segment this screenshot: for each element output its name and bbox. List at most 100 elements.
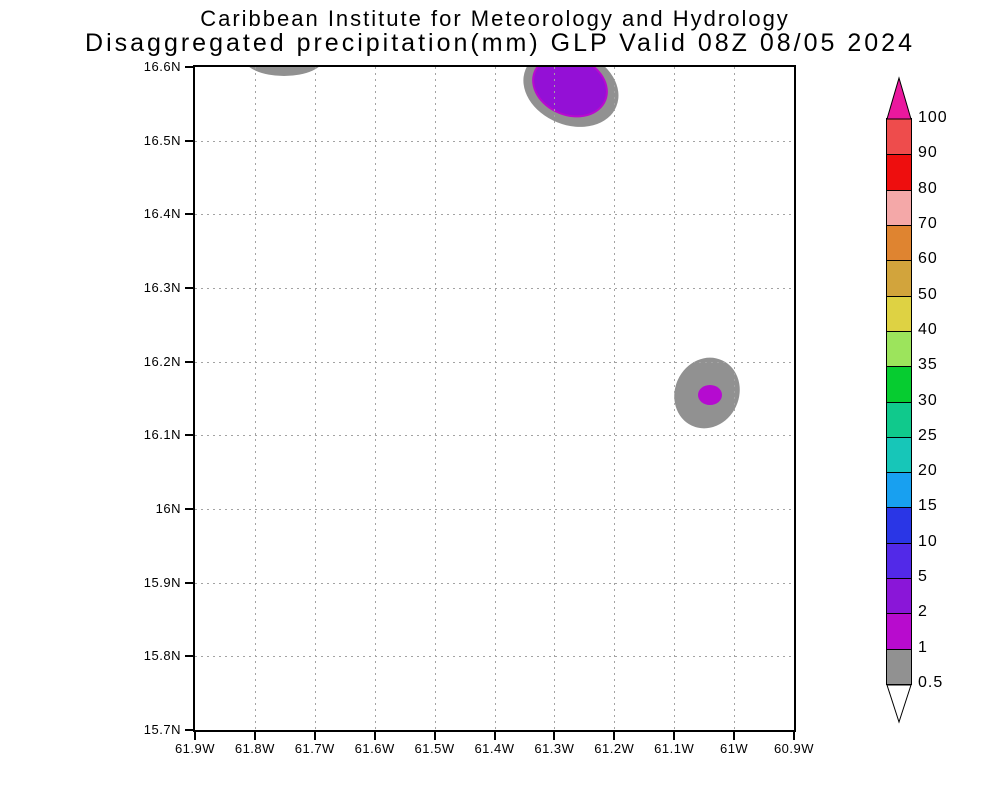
gridline-lat [195,582,794,584]
y-axis-label: 16.6N [143,59,181,74]
colorbar-label: 30 [918,391,938,409]
x-axis-tick [433,732,436,740]
colorbar-segment [886,435,912,474]
east-cell-core-contour [698,384,723,405]
gridline-lat [195,361,794,363]
y-axis-label: 15.8N [143,648,181,664]
y-axis-tick [185,729,193,731]
y-axis-tick [185,213,193,216]
x-axis-label: 61.8W [234,741,275,756]
gridline-lat [195,656,794,658]
plot-area [193,65,796,732]
colorbar-label: 25 [918,426,938,444]
y-axis-label: 16N [155,501,181,516]
colorbar-under-arrow [886,684,912,724]
colorbar-label: 40 [918,320,938,338]
gridline-lon [734,67,736,730]
colorbar-label: 100 [918,109,948,126]
gridline-lon [674,67,676,730]
gridline-lon [374,67,376,730]
gridline-lat [195,435,794,437]
y-axis-label: 15.7N [143,722,181,737]
y-axis-tick [185,581,193,584]
colorbar-label: 1 [918,638,928,656]
gridline-lat [195,214,794,216]
colorbar-label: 20 [918,462,938,480]
gridline-lon [554,67,556,730]
x-axis-label: 61.1W [654,741,695,756]
colorbar-label: 70 [918,214,938,232]
x-axis-label: 61.7W [294,741,335,756]
y-axis-tick [185,139,193,142]
colorbar-segment [886,259,912,297]
colorbar-segment [886,329,912,368]
x-axis-tick [553,732,556,740]
colorbar-segment [886,541,912,580]
y-axis-tick [185,287,193,289]
y-axis-tick [185,655,193,658]
y-axis-label: 16.5N [143,132,181,148]
y-axis-tick [185,66,193,68]
colorbar-segment [886,506,912,544]
gridline-lat [195,509,794,510]
x-axis-tick [673,732,676,740]
y-axis-label: 16.4N [143,206,181,222]
north-west-sliver-contour [244,67,325,77]
gridline-lon [254,67,256,730]
x-axis-label: 61.5W [414,741,455,756]
x-axis-label: 61.3W [534,741,575,756]
x-axis-label: 61.9W [174,741,216,756]
colorbar-segment [886,365,912,403]
colorbar-segment [886,223,912,262]
x-axis-label: 61.2W [594,741,635,756]
colorbar-segment [886,471,912,509]
x-axis-label: 61.4W [474,741,515,756]
x-axis-tick [194,732,196,740]
colorbar-label: 80 [918,179,938,197]
y-axis-label: 16.1N [143,427,181,443]
y-axis-label: 15.9N [143,574,181,590]
colorbar-segment [886,612,912,650]
colorbar-segment [886,577,912,615]
gridline-lat [195,140,794,142]
colorbar-label: 10 [918,532,938,550]
y-axis-label: 16.2N [143,353,181,369]
colorbar-segment [886,188,912,226]
x-axis-tick [793,732,795,740]
y-axis-label: 16.3N [143,280,181,295]
x-axis-tick [613,732,616,740]
colorbar-label: 35 [918,356,938,374]
colorbar-segment [886,647,912,686]
x-axis-tick [253,732,256,740]
colorbar-label: 15 [918,497,938,515]
gridline-lon [314,67,316,730]
x-axis-label: 60.9W [773,741,815,756]
colorbar-label: 0.5 [918,674,944,691]
x-axis-tick [733,732,736,740]
y-axis-tick [185,360,193,363]
gridline-lon [494,67,496,730]
x-axis-tick [313,732,316,740]
x-axis-label: 61.6W [354,741,395,756]
y-axis-tick [185,434,193,437]
colorbar-over-arrow [886,76,912,120]
colorbar-label: 2 [918,603,928,621]
chart-subtitle: Disaggregated precipitation(mm) GLP Vali… [85,29,915,57]
x-axis-label: 61W [719,741,749,756]
colorbar-label: 60 [918,250,938,268]
gridline-lat [195,288,794,289]
x-axis-tick [373,732,376,740]
colorbar-segment [886,400,912,438]
gridline-lon [434,67,436,730]
gridline-lon [614,67,616,730]
colorbar-label: 5 [918,568,928,586]
colorbar-label: 50 [918,285,938,303]
colorbar-segment [886,117,912,156]
colorbar-segment [886,294,912,332]
y-axis-tick [185,508,193,510]
x-axis-tick [493,732,496,740]
colorbar-label: 90 [918,144,938,162]
chart-title: Caribbean Institute for Meteorology and … [200,6,790,31]
colorbar-segment [886,153,912,191]
